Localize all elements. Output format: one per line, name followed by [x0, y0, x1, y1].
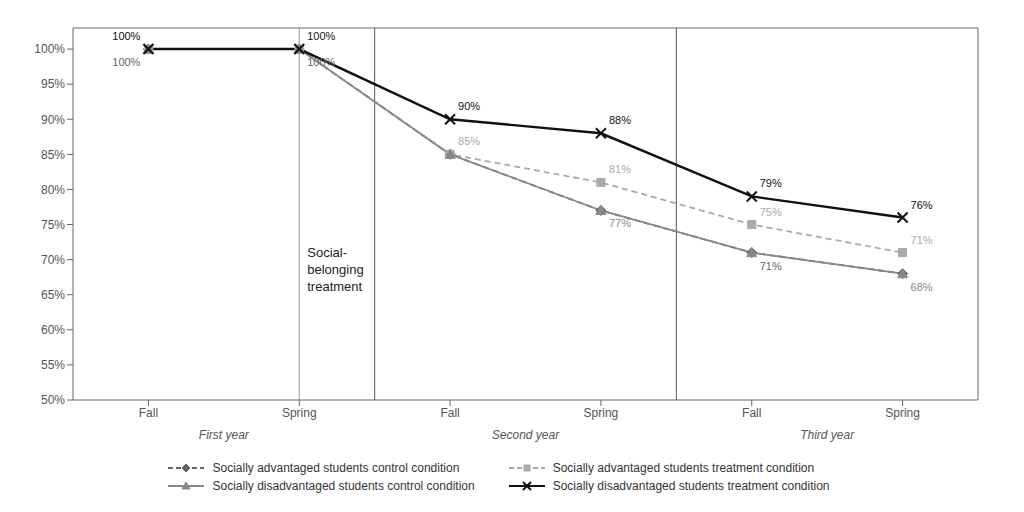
svg-text:100%: 100%	[112, 56, 140, 68]
svg-text:81%: 81%	[609, 163, 631, 175]
svg-text:77%: 77%	[609, 217, 631, 229]
svg-text:65%: 65%	[41, 288, 65, 302]
svg-text:80%: 80%	[41, 183, 65, 197]
svg-text:55%: 55%	[41, 358, 65, 372]
html-text:Socially disadvantaged student: Socially disadvantaged students control …	[212, 479, 475, 493]
svg-text:75%: 75%	[760, 206, 782, 218]
html-text:Socially advantaged students t: Socially advantaged students treatment c…	[552, 461, 815, 475]
svg-text:Spring: Spring	[282, 406, 317, 420]
svg-text:85%: 85%	[41, 148, 65, 162]
svg-text:100%: 100%	[307, 56, 335, 68]
svg-text:60%: 60%	[41, 323, 65, 337]
svg-text:50%: 50%	[41, 393, 65, 407]
svg-text:100%: 100%	[307, 30, 335, 42]
svg-text:75%: 75%	[41, 218, 65, 232]
svg-text:100%: 100%	[112, 30, 140, 42]
svg-text:Second year: Second year	[492, 428, 560, 442]
svg-text:71%: 71%	[911, 234, 933, 246]
html-text:Socially advantaged students c: Socially advantaged students control con…	[212, 461, 460, 475]
svg-text:90%: 90%	[458, 100, 480, 112]
svg-text:Spring: Spring	[584, 406, 619, 420]
svg-text:Social-belongingtreatment: Social-belongingtreatment	[307, 245, 363, 294]
svg-text:100%: 100%	[34, 42, 65, 56]
html-text:Socially disadvantaged student: Socially disadvantaged students treatmen…	[552, 479, 830, 493]
svg-text:Spring: Spring	[885, 406, 920, 420]
svg-text:76%: 76%	[911, 199, 933, 211]
svg-text:79%: 79%	[760, 177, 782, 189]
svg-text:70%: 70%	[41, 253, 65, 267]
svg-text:Fall: Fall	[742, 406, 761, 420]
svg-text:88%: 88%	[609, 114, 631, 126]
svg-text:90%: 90%	[41, 113, 65, 127]
svg-text:95%: 95%	[41, 77, 65, 91]
svg-text:Fall: Fall	[440, 406, 459, 420]
svg-text:Fall: Fall	[139, 406, 158, 420]
svg-text:Third year: Third year	[800, 428, 855, 442]
svg-text:68%: 68%	[911, 281, 933, 293]
svg-text:85%: 85%	[458, 135, 480, 147]
svg-text:71%: 71%	[760, 260, 782, 272]
svg-text:First year: First year	[199, 428, 250, 442]
